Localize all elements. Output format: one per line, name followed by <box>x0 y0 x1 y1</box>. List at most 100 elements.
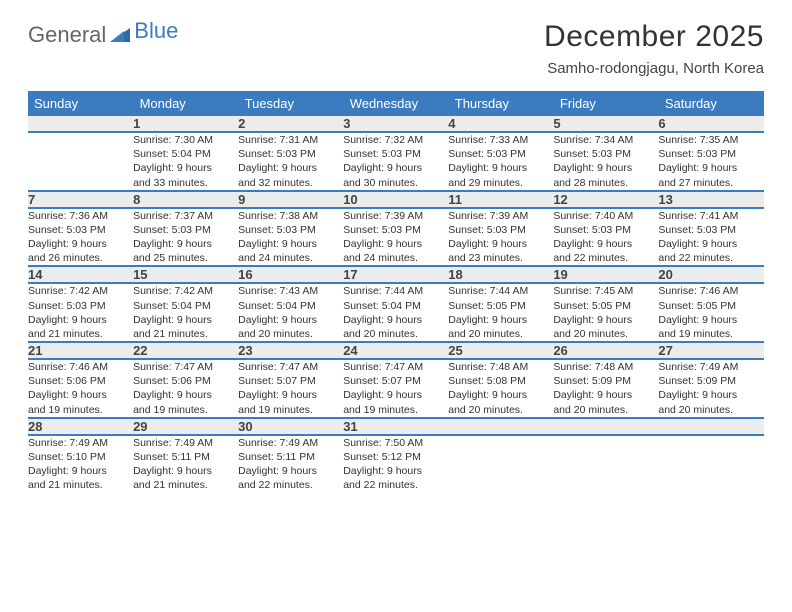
day-info-cell: Sunrise: 7:35 AMSunset: 5:03 PMDaylight:… <box>658 132 763 191</box>
day-day1: Daylight: 9 hours <box>658 313 763 327</box>
day-number-cell: 7 <box>28 191 133 208</box>
day-number-cell: 30 <box>238 418 343 435</box>
day-sunrise: Sunrise: 7:39 AM <box>448 209 553 223</box>
day-day2: and 24 minutes. <box>238 251 343 265</box>
day-info-cell: Sunrise: 7:39 AMSunset: 5:03 PMDaylight:… <box>448 208 553 267</box>
month-title: December 2025 <box>544 20 764 54</box>
day-number-row: 21222324252627 <box>28 342 764 359</box>
day-number-row: 78910111213 <box>28 191 764 208</box>
weekday-header-row: SundayMondayTuesdayWednesdayThursdayFrid… <box>28 91 764 116</box>
day-day2: and 22 minutes. <box>238 478 343 492</box>
day-sunrise: Sunrise: 7:42 AM <box>133 284 238 298</box>
day-sunset: Sunset: 5:05 PM <box>448 299 553 313</box>
day-info-row: Sunrise: 7:49 AMSunset: 5:10 PMDaylight:… <box>28 435 764 493</box>
day-info-cell <box>553 435 658 493</box>
day-info-cell: Sunrise: 7:47 AMSunset: 5:07 PMDaylight:… <box>343 359 448 418</box>
day-day1: Daylight: 9 hours <box>343 388 448 402</box>
day-number-cell: 18 <box>448 266 553 283</box>
day-sunset: Sunset: 5:10 PM <box>28 450 133 464</box>
day-day1: Daylight: 9 hours <box>28 464 133 478</box>
brand-word-1: General <box>28 22 106 48</box>
day-sunrise: Sunrise: 7:35 AM <box>658 133 763 147</box>
day-day1: Daylight: 9 hours <box>448 388 553 402</box>
day-number-cell: 31 <box>343 418 448 435</box>
day-day1: Daylight: 9 hours <box>238 161 343 175</box>
day-info-cell: Sunrise: 7:42 AMSunset: 5:03 PMDaylight:… <box>28 283 133 342</box>
day-day2: and 20 minutes. <box>553 403 658 417</box>
day-info-cell: Sunrise: 7:47 AMSunset: 5:06 PMDaylight:… <box>133 359 238 418</box>
day-sunrise: Sunrise: 7:44 AM <box>448 284 553 298</box>
day-day1: Daylight: 9 hours <box>448 161 553 175</box>
day-number-cell: 11 <box>448 191 553 208</box>
day-day1: Daylight: 9 hours <box>133 237 238 251</box>
day-info-cell: Sunrise: 7:36 AMSunset: 5:03 PMDaylight:… <box>28 208 133 267</box>
day-sunset: Sunset: 5:04 PM <box>238 299 343 313</box>
day-sunset: Sunset: 5:08 PM <box>448 374 553 388</box>
weekday-header: Friday <box>553 91 658 116</box>
day-sunset: Sunset: 5:03 PM <box>448 223 553 237</box>
day-sunrise: Sunrise: 7:48 AM <box>448 360 553 374</box>
day-number-cell: 3 <box>343 116 448 132</box>
day-sunset: Sunset: 5:06 PM <box>28 374 133 388</box>
day-day2: and 29 minutes. <box>448 176 553 190</box>
weekday-header: Monday <box>133 91 238 116</box>
day-day1: Daylight: 9 hours <box>658 237 763 251</box>
day-day1: Daylight: 9 hours <box>658 388 763 402</box>
day-number-cell: 2 <box>238 116 343 132</box>
day-info-cell: Sunrise: 7:40 AMSunset: 5:03 PMDaylight:… <box>553 208 658 267</box>
day-sunset: Sunset: 5:04 PM <box>133 147 238 161</box>
day-number-cell: 21 <box>28 342 133 359</box>
day-sunrise: Sunrise: 7:36 AM <box>28 209 133 223</box>
day-sunset: Sunset: 5:03 PM <box>553 223 658 237</box>
day-sunset: Sunset: 5:03 PM <box>448 147 553 161</box>
day-number-cell: 26 <box>553 342 658 359</box>
day-info-cell: Sunrise: 7:49 AMSunset: 5:09 PMDaylight:… <box>658 359 763 418</box>
day-sunset: Sunset: 5:09 PM <box>553 374 658 388</box>
day-day1: Daylight: 9 hours <box>238 388 343 402</box>
day-info-cell: Sunrise: 7:39 AMSunset: 5:03 PMDaylight:… <box>343 208 448 267</box>
day-day2: and 20 minutes. <box>658 403 763 417</box>
day-day2: and 33 minutes. <box>133 176 238 190</box>
day-day2: and 19 minutes. <box>658 327 763 341</box>
day-sunset: Sunset: 5:03 PM <box>28 299 133 313</box>
day-sunset: Sunset: 5:03 PM <box>658 223 763 237</box>
day-info-row: Sunrise: 7:36 AMSunset: 5:03 PMDaylight:… <box>28 208 764 267</box>
day-info-cell: Sunrise: 7:44 AMSunset: 5:05 PMDaylight:… <box>448 283 553 342</box>
day-day2: and 32 minutes. <box>238 176 343 190</box>
day-sunrise: Sunrise: 7:43 AM <box>238 284 343 298</box>
day-sunrise: Sunrise: 7:33 AM <box>448 133 553 147</box>
day-number-cell: 25 <box>448 342 553 359</box>
day-day1: Daylight: 9 hours <box>343 464 448 478</box>
day-number-cell <box>28 116 133 132</box>
day-sunset: Sunset: 5:11 PM <box>133 450 238 464</box>
weekday-header: Sunday <box>28 91 133 116</box>
day-info-cell <box>28 132 133 191</box>
day-number-cell: 4 <box>448 116 553 132</box>
day-day1: Daylight: 9 hours <box>133 464 238 478</box>
page-header: General Blue December 2025 Samho-rodongj… <box>28 20 764 77</box>
day-number-cell: 16 <box>238 266 343 283</box>
day-day2: and 21 minutes. <box>133 327 238 341</box>
day-day2: and 20 minutes. <box>448 327 553 341</box>
day-sunset: Sunset: 5:07 PM <box>238 374 343 388</box>
day-number-cell: 17 <box>343 266 448 283</box>
day-info-cell: Sunrise: 7:49 AMSunset: 5:11 PMDaylight:… <box>133 435 238 493</box>
day-day2: and 28 minutes. <box>553 176 658 190</box>
day-day1: Daylight: 9 hours <box>448 237 553 251</box>
day-sunrise: Sunrise: 7:32 AM <box>343 133 448 147</box>
day-day2: and 21 minutes. <box>28 478 133 492</box>
day-number-cell: 24 <box>343 342 448 359</box>
day-info-cell: Sunrise: 7:50 AMSunset: 5:12 PMDaylight:… <box>343 435 448 493</box>
day-number-cell: 15 <box>133 266 238 283</box>
calendar-table: SundayMondayTuesdayWednesdayThursdayFrid… <box>28 91 764 492</box>
day-day2: and 20 minutes. <box>448 403 553 417</box>
day-info-cell: Sunrise: 7:33 AMSunset: 5:03 PMDaylight:… <box>448 132 553 191</box>
day-day1: Daylight: 9 hours <box>343 313 448 327</box>
day-info-cell: Sunrise: 7:31 AMSunset: 5:03 PMDaylight:… <box>238 132 343 191</box>
day-info-cell: Sunrise: 7:46 AMSunset: 5:05 PMDaylight:… <box>658 283 763 342</box>
day-sunset: Sunset: 5:03 PM <box>553 147 658 161</box>
day-day2: and 20 minutes. <box>238 327 343 341</box>
day-sunrise: Sunrise: 7:30 AM <box>133 133 238 147</box>
day-sunset: Sunset: 5:05 PM <box>553 299 658 313</box>
day-sunrise: Sunrise: 7:49 AM <box>133 436 238 450</box>
